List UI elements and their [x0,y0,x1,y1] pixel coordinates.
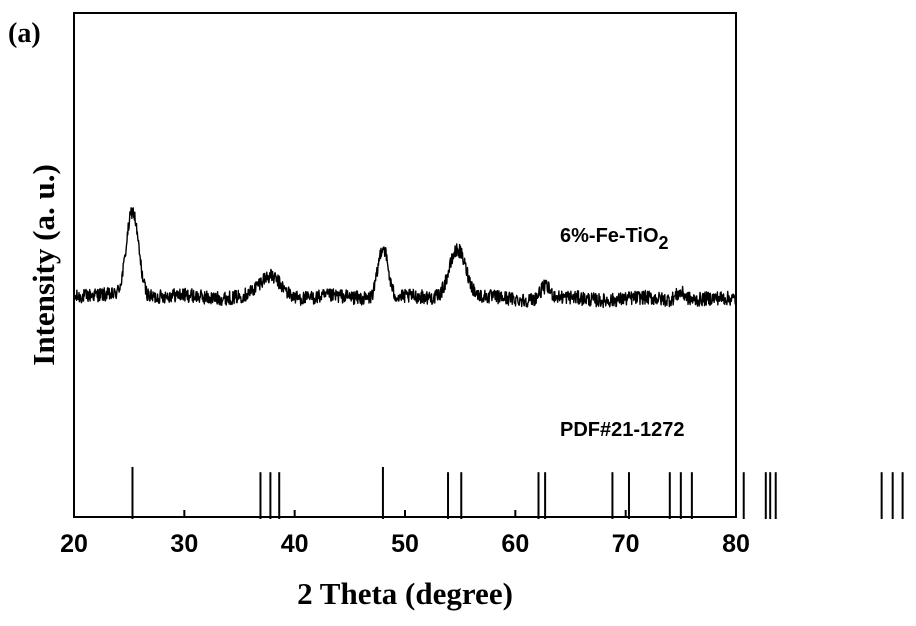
x-tick-label: 80 [722,530,750,558]
plot-frame [74,13,736,517]
x-tick-label: 70 [612,530,640,558]
x-tick-label: 50 [391,530,419,558]
reference-label: PDF#21-1272 [560,419,685,441]
series-group [74,208,736,308]
x-tick-label: 20 [60,530,88,558]
reference-pattern-lines [132,467,902,519]
x-tick-label: 60 [501,530,529,558]
panel-label: (a) [8,18,41,49]
x-axis-label: 2 Theta (degree) [297,576,513,611]
x-tick-label: 40 [281,530,309,558]
series-label: 6%-Fe-TiO2 [560,225,669,253]
series-line-fe-tio2 [74,208,736,308]
y-axis-label: Intensity (a. u.) [26,164,61,366]
x-tick-label: 30 [170,530,198,558]
